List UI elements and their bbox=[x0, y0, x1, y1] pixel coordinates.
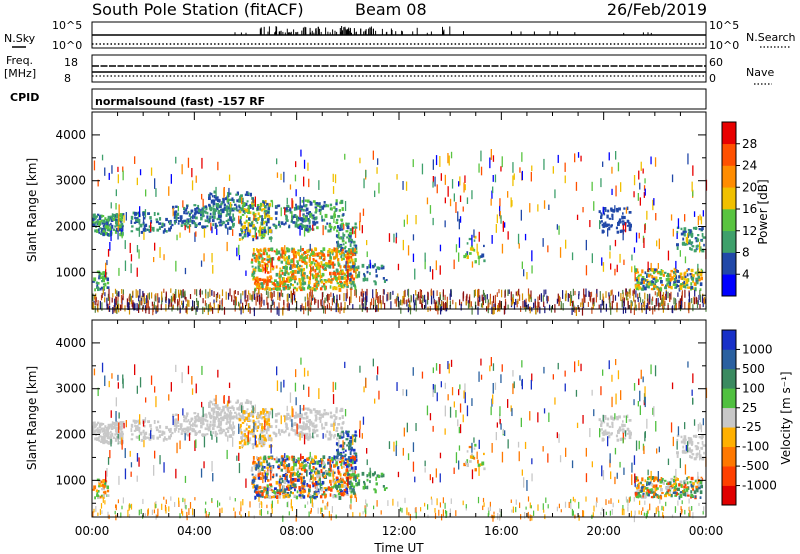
colorbar-tick-label: 16 bbox=[742, 202, 757, 216]
velocity-colorbar: -1000 -500 -100 -25 25 100 500 1000 bbox=[721, 329, 777, 506]
time-xlabel: Time UT bbox=[373, 541, 424, 554]
xtick-label: 16:00 bbox=[484, 524, 519, 538]
colorbar-tick-label: 4 bbox=[742, 267, 750, 281]
power-panel-data bbox=[92, 149, 708, 317]
power-colorbar-label: Power [dB] bbox=[756, 179, 770, 244]
nave-tick-top: 60 bbox=[709, 56, 723, 69]
ytick-label: 3000 bbox=[55, 382, 86, 396]
nave-tick-bottom: 0 bbox=[709, 72, 716, 85]
freq-label-top: Freq. bbox=[6, 54, 33, 67]
nsearch-label: N.Search bbox=[746, 31, 796, 44]
colorbar-tick-label: -100 bbox=[742, 440, 769, 454]
freq-tick-top: 18 bbox=[64, 56, 78, 69]
station-title: South Pole Station (fitACF) bbox=[92, 0, 304, 19]
colorbar-tick-label: 28 bbox=[742, 137, 757, 151]
nsky-tick-bottom: 10^0 bbox=[52, 39, 82, 52]
colorbar-tick-label: 1000 bbox=[742, 342, 773, 356]
xtick-label: 12:00 bbox=[382, 524, 417, 538]
ytick-label: 3000 bbox=[55, 174, 86, 188]
colorbar-tick-label: 8 bbox=[742, 246, 750, 260]
colorbar-tick-label: 25 bbox=[742, 401, 757, 415]
freq-tick-bottom: 8 bbox=[64, 72, 71, 85]
power-ylabel: Slant Range [km] bbox=[25, 158, 39, 262]
beam-title: Beam 08 bbox=[355, 0, 427, 19]
power-colorbar: 4 8 12 16 20 24 28 bbox=[721, 121, 757, 297]
freq-strip-plot bbox=[92, 65, 706, 77]
ytick-label: 2000 bbox=[55, 428, 86, 442]
colorbar-tick-label: -1000 bbox=[742, 479, 777, 493]
nave-label: Nave bbox=[746, 66, 774, 79]
xtick-label: 00:00 bbox=[75, 524, 110, 538]
colorbar-tick-label: 12 bbox=[742, 224, 757, 238]
velocity-colorbar-label: Velocity [m s⁻¹] bbox=[779, 371, 793, 464]
nsky-tick-top: 10^5 bbox=[52, 19, 82, 32]
velocity-yaxis: 1000 2000 3000 4000 bbox=[55, 336, 706, 504]
cpid-text: normalsound (fast) -157 RF bbox=[95, 95, 265, 108]
freq-strip-frame bbox=[91, 54, 707, 83]
colorbar-tick-label: -500 bbox=[742, 459, 769, 473]
power-yaxis: 1000 2000 3000 4000 bbox=[55, 128, 706, 296]
nsky-strip-plot bbox=[92, 26, 706, 45]
time-xaxis: 00:00 04:00 08:00 12:00 16:00 20:00 00:00 bbox=[75, 112, 724, 538]
date-title: 26/Feb/2019 bbox=[607, 0, 707, 19]
velocity-ylabel: Slant Range [km] bbox=[25, 366, 39, 470]
xtick-label: 00:00 bbox=[689, 524, 724, 538]
ytick-label: 1000 bbox=[55, 265, 86, 279]
ytick-label: 1000 bbox=[55, 473, 86, 487]
velocity-panel-data bbox=[92, 357, 708, 523]
xtick-label: 08:00 bbox=[279, 524, 314, 538]
colorbar-tick-label: -25 bbox=[742, 420, 762, 434]
colorbar-tick-label: 24 bbox=[742, 159, 757, 173]
colorbar-tick-label: 100 bbox=[742, 381, 765, 395]
colorbar-tick-label: 20 bbox=[742, 180, 757, 194]
xtick-label: 20:00 bbox=[586, 524, 621, 538]
nsearch-tick-bottom: 10^0 bbox=[709, 39, 739, 52]
ytick-label: 4000 bbox=[55, 336, 86, 350]
colorbar-tick-label: 500 bbox=[742, 362, 765, 376]
xtick-label: 04:00 bbox=[177, 524, 212, 538]
nsky-label: N.Sky bbox=[4, 32, 36, 45]
ytick-label: 2000 bbox=[55, 220, 86, 234]
freq-label-bottom: [MHz] bbox=[4, 67, 36, 80]
ytick-label: 4000 bbox=[55, 128, 86, 142]
cpid-label: CPID bbox=[10, 91, 39, 104]
cpid-strip-frame bbox=[91, 88, 707, 110]
nsearch-tick-top: 10^5 bbox=[709, 19, 739, 32]
